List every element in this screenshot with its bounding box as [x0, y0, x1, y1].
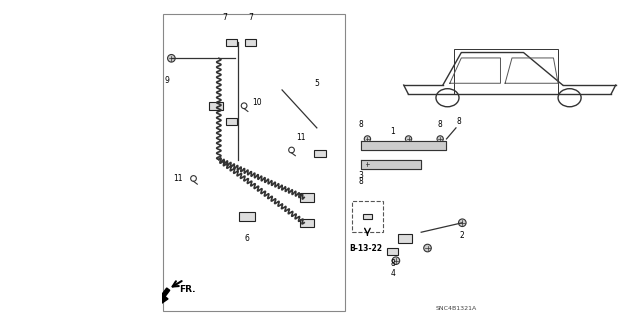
Text: 8: 8	[359, 177, 364, 186]
Text: 8: 8	[438, 120, 442, 129]
Text: 8: 8	[390, 259, 395, 268]
Circle shape	[364, 136, 371, 142]
Bar	[363, 214, 372, 219]
Text: 4: 4	[390, 269, 395, 278]
Text: 7: 7	[223, 13, 228, 22]
Bar	[300, 219, 314, 227]
Bar	[387, 248, 399, 255]
Text: 5: 5	[314, 79, 319, 88]
Bar	[300, 193, 314, 202]
Bar	[163, 14, 346, 311]
Circle shape	[424, 244, 431, 252]
Text: FR.: FR.	[179, 285, 195, 294]
Bar	[239, 212, 255, 221]
Bar	[399, 234, 412, 243]
Circle shape	[392, 257, 400, 264]
Text: 11: 11	[296, 133, 306, 142]
FancyArrow shape	[153, 288, 170, 309]
Text: 7: 7	[248, 13, 253, 22]
Text: 8: 8	[359, 120, 364, 129]
Bar	[314, 150, 326, 157]
Text: 11: 11	[173, 174, 182, 183]
Text: SNC4B1321A: SNC4B1321A	[435, 306, 477, 311]
Text: 2: 2	[460, 231, 465, 240]
Text: 1: 1	[390, 127, 395, 136]
Circle shape	[458, 219, 466, 226]
Text: 8: 8	[457, 117, 461, 126]
Circle shape	[405, 136, 412, 142]
Circle shape	[437, 136, 444, 142]
Circle shape	[364, 161, 371, 167]
Circle shape	[168, 55, 175, 62]
Text: B-13-22: B-13-22	[349, 243, 382, 253]
Bar	[226, 118, 237, 125]
Text: 10: 10	[252, 98, 262, 107]
Polygon shape	[361, 141, 447, 150]
Bar	[454, 49, 558, 94]
Bar	[244, 39, 256, 46]
Text: 9: 9	[164, 76, 169, 85]
Bar	[209, 101, 223, 110]
Polygon shape	[361, 160, 421, 169]
Text: 3: 3	[358, 171, 364, 180]
Bar	[226, 39, 237, 46]
Text: 6: 6	[245, 234, 250, 243]
Bar	[351, 201, 383, 232]
